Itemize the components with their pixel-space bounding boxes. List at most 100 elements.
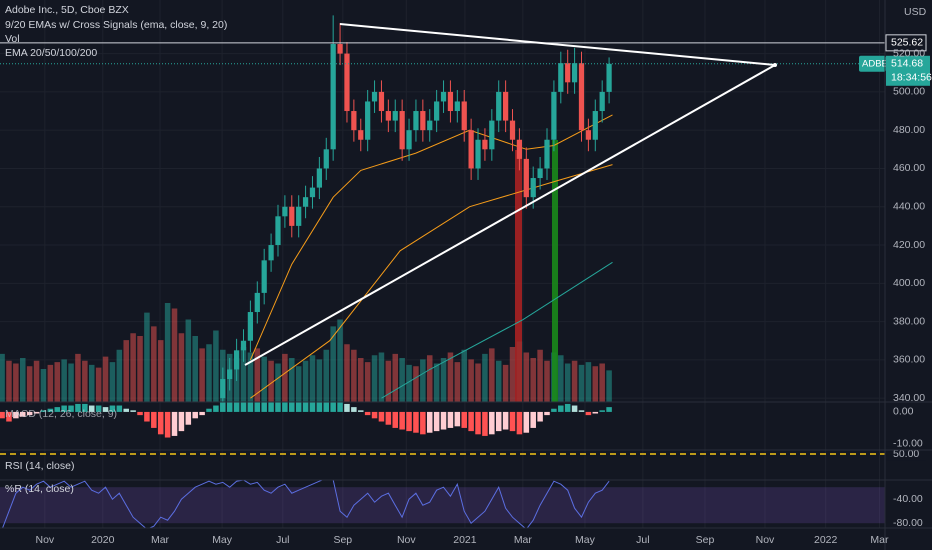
macd-tick-label: 0.00 bbox=[893, 406, 914, 418]
candle-body bbox=[482, 139, 488, 150]
volume-bar bbox=[364, 362, 371, 402]
volume-bar bbox=[164, 303, 171, 402]
volume-bar bbox=[447, 352, 454, 402]
candle-body bbox=[413, 111, 419, 131]
candle-body bbox=[323, 149, 329, 169]
candle-body bbox=[371, 91, 378, 102]
macd-histogram-bar bbox=[289, 402, 295, 412]
macd-histogram-bar bbox=[537, 411, 543, 422]
macd-histogram-bar bbox=[420, 411, 426, 435]
candle-layer bbox=[220, 15, 612, 402]
candle-body bbox=[316, 168, 322, 188]
volume-bar bbox=[330, 326, 336, 402]
macd-histogram-bar bbox=[240, 402, 247, 412]
x-tick-label: Nov bbox=[397, 534, 416, 546]
y-tick-label: 400.00 bbox=[893, 277, 925, 289]
volume-bar bbox=[578, 364, 585, 402]
volume-bar bbox=[413, 366, 419, 402]
macd-histogram-bar bbox=[213, 405, 219, 412]
candle-body bbox=[254, 292, 260, 313]
volume-bar bbox=[433, 363, 440, 402]
macd-histogram-bar bbox=[40, 410, 47, 412]
macd-histogram-bar bbox=[351, 407, 357, 412]
candle-body bbox=[461, 101, 467, 131]
volume-bar bbox=[144, 312, 150, 402]
candle-body bbox=[434, 101, 440, 121]
cross-signal-bar bbox=[552, 140, 558, 402]
volume-bar bbox=[399, 358, 405, 402]
currency-label: USD bbox=[904, 6, 927, 18]
williams-r-layer bbox=[0, 480, 885, 528]
macd-histogram-bar bbox=[433, 411, 440, 432]
x-tick-label: 2021 bbox=[453, 534, 477, 546]
volume-bar bbox=[68, 363, 74, 402]
candle-body bbox=[565, 63, 571, 83]
candle-body bbox=[296, 206, 302, 226]
macd-histogram-bar bbox=[323, 402, 330, 412]
ema-line bbox=[381, 261, 613, 399]
y-tick-label: 420.00 bbox=[893, 239, 925, 251]
macd-label: MACD (12, 26, close, 9) bbox=[5, 408, 117, 420]
macd-histogram-bar bbox=[137, 411, 143, 416]
candle-body bbox=[454, 101, 460, 112]
candle-body bbox=[289, 206, 295, 226]
volume-bar bbox=[523, 352, 530, 402]
macd-histogram-bar bbox=[413, 411, 419, 433]
candle-body bbox=[537, 168, 543, 179]
macd-histogram-bar bbox=[544, 411, 550, 416]
volume-bar bbox=[323, 349, 330, 402]
candle-body bbox=[392, 111, 398, 121]
volume-bar bbox=[371, 355, 378, 402]
macd-histogram-bar bbox=[482, 411, 488, 436]
x-tick-label: Jul bbox=[276, 534, 289, 546]
macd-histogram-bar bbox=[316, 402, 323, 412]
volume-bar bbox=[309, 355, 316, 402]
candle-body bbox=[516, 139, 523, 159]
volume-bar bbox=[454, 362, 461, 402]
y-tick-label: 500.00 bbox=[893, 86, 925, 98]
volume-bar bbox=[40, 369, 47, 402]
macd-histogram-bar bbox=[247, 402, 254, 412]
x-tick-label: May bbox=[575, 534, 596, 546]
macd-histogram-bar bbox=[502, 411, 509, 430]
volume-bar bbox=[247, 352, 254, 402]
y-tick-label: 440.00 bbox=[893, 201, 925, 213]
marked-level-label: 525.62 bbox=[891, 37, 923, 49]
candle-body bbox=[427, 120, 433, 131]
y-tick-label: 380.00 bbox=[893, 315, 925, 327]
volume-bar bbox=[282, 353, 288, 402]
cross-signal-bar bbox=[515, 150, 522, 402]
candle-body bbox=[399, 111, 405, 150]
indicator-label: 9/20 EMAs w/ Cross Signals (ema, close, … bbox=[5, 19, 227, 31]
williams-r-label: %R (14, close) bbox=[5, 483, 74, 495]
macd-histogram-bar bbox=[123, 408, 129, 412]
macd-histogram-bar bbox=[6, 411, 12, 422]
williams-r-tick-label: -40.00 bbox=[893, 493, 923, 505]
x-tick-label: Sep bbox=[696, 534, 715, 546]
candle-body bbox=[571, 63, 578, 83]
macd-histogram-bar bbox=[254, 402, 261, 412]
volume-bar bbox=[95, 367, 102, 402]
volume-bar bbox=[558, 355, 564, 402]
volume-bar bbox=[606, 370, 612, 402]
candle-body bbox=[509, 120, 516, 140]
macd-histogram-bar bbox=[392, 411, 399, 428]
rsi-label: RSI (14, close) bbox=[5, 460, 74, 472]
candle-body bbox=[544, 139, 550, 169]
macd-histogram-bar bbox=[116, 405, 123, 412]
macd-histogram-bar bbox=[95, 405, 102, 412]
candle-body bbox=[530, 178, 536, 198]
grid bbox=[0, 0, 885, 528]
trendline-handle bbox=[773, 63, 777, 67]
x-tick-label: Nov bbox=[756, 534, 775, 546]
macd-histogram-bar bbox=[564, 403, 571, 412]
y-tick-label: 520.00 bbox=[893, 47, 925, 59]
macd-histogram-bar bbox=[199, 411, 205, 416]
candle-body bbox=[496, 91, 502, 121]
volume-bar bbox=[13, 363, 19, 402]
last-price-box bbox=[886, 55, 930, 86]
macd-histogram-bar bbox=[468, 411, 474, 432]
macd-layer bbox=[0, 402, 612, 438]
macd-histogram-bar bbox=[371, 411, 378, 419]
